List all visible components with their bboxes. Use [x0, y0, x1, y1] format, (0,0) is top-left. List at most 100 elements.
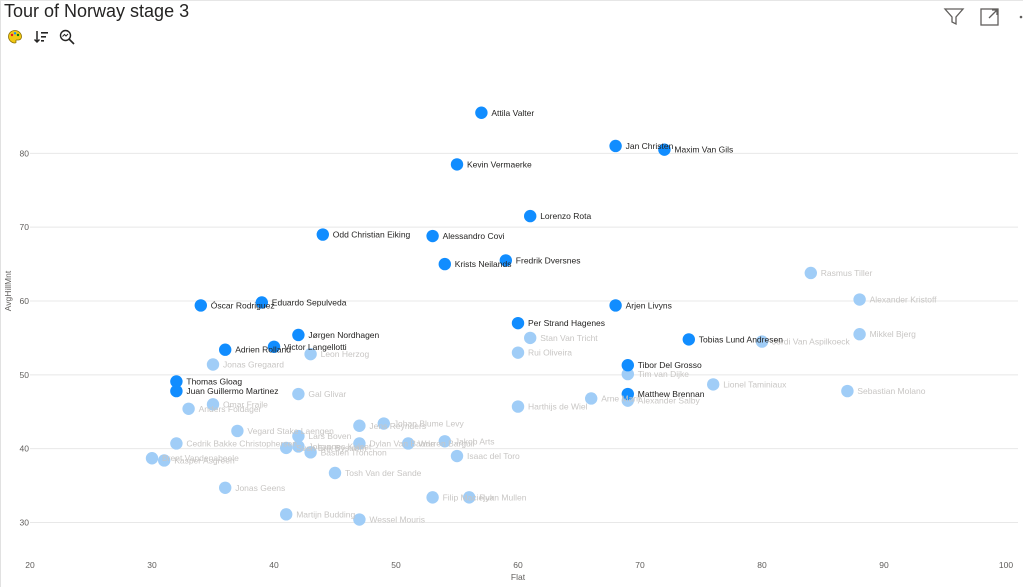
data-point[interactable] — [280, 441, 293, 455]
data-label: Lionel Taminiaux — [723, 379, 787, 389]
data-point[interactable] — [304, 446, 317, 459]
data-point[interactable] — [609, 299, 622, 312]
data-label: Jakob Arts — [455, 436, 495, 446]
zoom-icon[interactable] — [58, 28, 76, 46]
data-label: Tobias Lund Andresen — [699, 334, 783, 344]
filter-icon[interactable] — [943, 6, 965, 28]
data-label: Sebastian Molano — [857, 386, 925, 396]
data-point[interactable] — [292, 328, 305, 342]
data-point[interactable] — [304, 347, 317, 361]
data-point[interactable] — [255, 296, 268, 309]
data-point[interactable] — [231, 424, 244, 438]
data-label: Jonas Geens — [235, 483, 285, 493]
data-label: Odd Christian Eiking — [333, 230, 411, 240]
data-point[interactable] — [463, 491, 476, 504]
y-axis-title: AvgHillMnt — [3, 270, 13, 311]
data-point[interactable] — [524, 331, 537, 345]
data-point[interactable] — [377, 417, 390, 430]
data-label: Anders Foldager — [199, 404, 262, 414]
data-label: Kasper Asgreen — [174, 455, 235, 465]
data-point[interactable] — [219, 481, 232, 494]
data-point[interactable] — [292, 387, 305, 401]
gridlines — [30, 152, 1018, 523]
data-point[interactable] — [707, 378, 720, 391]
data-label: Krists Neilands — [455, 259, 512, 269]
data-point[interactable] — [475, 106, 488, 119]
data-point[interactable] — [170, 375, 183, 388]
data-label: Arjen Livyns — [626, 300, 672, 310]
more-options-icon[interactable] — [1015, 6, 1023, 28]
data-point[interactable] — [194, 299, 207, 312]
data-point[interactable] — [841, 384, 854, 398]
data-point[interactable] — [621, 359, 634, 372]
data-point[interactable] — [609, 139, 622, 153]
data-point[interactable] — [438, 257, 451, 271]
data-label: Johan Blume Levy — [394, 419, 465, 429]
x-tick-label: 30 — [147, 560, 157, 570]
data-label: Óscar Rodriguez — [211, 300, 275, 310]
data-point[interactable] — [755, 335, 769, 348]
data-label: Tim van Dijke — [638, 369, 689, 379]
y-tick-label: 40 — [20, 444, 30, 454]
data-point[interactable] — [292, 440, 305, 453]
data-point[interactable] — [621, 387, 634, 401]
data-label: Fredrik Dversnes — [516, 255, 581, 265]
data-point[interactable] — [328, 466, 342, 480]
data-point[interactable] — [511, 316, 525, 330]
data-label: Gal Glivar — [308, 389, 346, 399]
data-point[interactable] — [438, 435, 451, 448]
x-tick-label: 50 — [391, 560, 401, 570]
data-point[interactable] — [206, 398, 220, 411]
data-point[interactable] — [511, 400, 525, 413]
data-point[interactable] — [219, 343, 232, 356]
x-tick-label: 100 — [999, 560, 1013, 570]
data-label: Cedrik Bakke Christophersen — [186, 438, 297, 448]
data-point[interactable] — [170, 437, 183, 450]
data-label: Eduardo Sepulveda — [272, 297, 347, 307]
data-point[interactable] — [682, 333, 695, 346]
data-point[interactable] — [853, 328, 866, 341]
data-point[interactable] — [206, 358, 220, 371]
data-label: Arne Marit — [601, 393, 641, 403]
data-point[interactable] — [280, 508, 293, 521]
data-point[interactable] — [292, 429, 305, 443]
focus-mode-icon[interactable] — [979, 6, 1001, 28]
data-point[interactable] — [170, 384, 183, 398]
data-label: Alexander Kristoff — [870, 295, 938, 305]
palette-icon[interactable] — [6, 28, 24, 46]
data-point[interactable] — [450, 449, 464, 463]
data-point[interactable] — [158, 454, 171, 467]
data-point[interactable] — [267, 340, 281, 353]
data-point[interactable] — [402, 437, 415, 450]
data-point[interactable] — [353, 513, 366, 526]
data-point[interactable] — [804, 266, 817, 280]
data-point[interactable] — [450, 158, 464, 171]
data-point[interactable] — [499, 254, 512, 267]
data-point[interactable] — [426, 229, 439, 243]
data-label: Alexander Salby — [638, 396, 701, 406]
data-label: Jordi Van Aspilkoeck — [772, 337, 851, 347]
data-label: Jens Reynders — [369, 421, 426, 431]
data-point[interactable] — [426, 491, 439, 504]
data-point[interactable] — [585, 392, 598, 405]
data-point[interactable] — [353, 437, 366, 450]
data-point[interactable] — [511, 346, 525, 359]
top-divider — [0, 0, 1023, 1]
data-point[interactable] — [853, 293, 866, 306]
visual-header-icons — [943, 6, 1023, 28]
data-point[interactable] — [316, 228, 329, 241]
data-label: Filip Maciejuk — [443, 492, 495, 502]
data-point[interactable] — [524, 209, 537, 223]
data-label: Sven Erik Bystrøm — [296, 443, 366, 453]
data-point[interactable] — [353, 419, 366, 432]
data-point[interactable] — [145, 452, 159, 465]
data-point[interactable] — [182, 402, 195, 415]
data-point[interactable] — [658, 143, 671, 156]
data-label: Ryan Mullen — [479, 492, 527, 502]
data-label: Attila Valter — [491, 108, 534, 118]
data-point[interactable] — [621, 367, 634, 381]
sort-icon[interactable] — [32, 28, 50, 46]
data-label: Leon Herzog — [321, 349, 370, 359]
